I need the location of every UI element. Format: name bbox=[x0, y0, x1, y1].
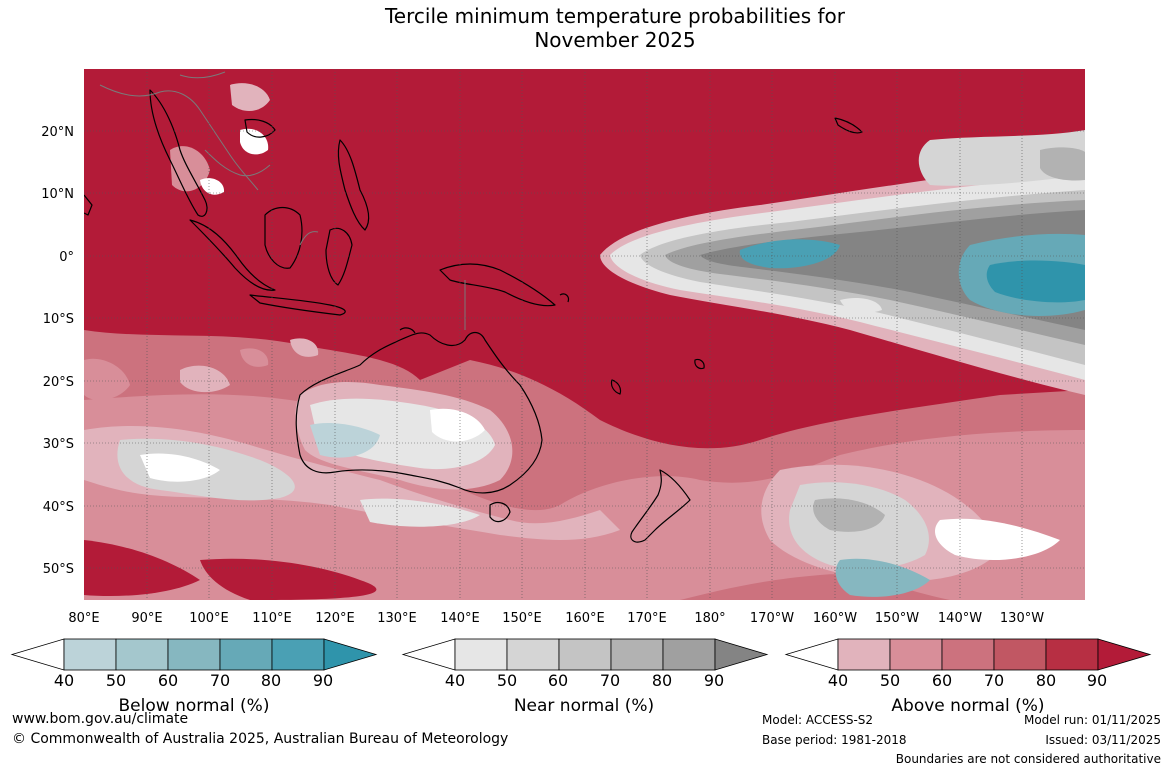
legend-tick: 80 bbox=[260, 671, 282, 690]
lon-label: 130°W bbox=[1000, 611, 1044, 626]
legend-extend-high bbox=[1097, 638, 1152, 671]
lon-label: 170°W bbox=[750, 611, 794, 626]
lat-label: 0° bbox=[59, 250, 74, 265]
model-run-date: Model run: 01/11/2025 bbox=[1023, 713, 1161, 727]
legend-swatch bbox=[1045, 638, 1099, 671]
title-line-2: November 2025 bbox=[534, 28, 696, 52]
issued-date: Issued: 03/11/2025 bbox=[1045, 733, 1161, 747]
legend-tick: 60 bbox=[547, 671, 569, 690]
legend-extend-high bbox=[714, 638, 769, 671]
legend-swatch bbox=[558, 638, 612, 671]
legend-tick: 50 bbox=[879, 671, 901, 690]
lon-label: 160°W bbox=[813, 611, 857, 626]
indian-ocean-patches bbox=[84, 338, 319, 401]
lat-label: 10°N bbox=[41, 187, 74, 202]
legend-tick: 70 bbox=[599, 671, 621, 690]
legend-extend-low bbox=[10, 638, 65, 671]
legend-tick: 40 bbox=[827, 671, 849, 690]
lon-label: 130°E bbox=[377, 611, 417, 626]
legend-swatch bbox=[454, 638, 508, 671]
lat-label: 20°N bbox=[41, 125, 74, 140]
copyright-text: © Commonwealth of Australia 2025, Austra… bbox=[12, 731, 509, 747]
lon-label: 170°E bbox=[627, 611, 667, 626]
lon-label: 90°E bbox=[131, 611, 162, 626]
lon-label: 110°E bbox=[252, 611, 292, 626]
website-link[interactable]: www.bom.gov.au/climate bbox=[12, 711, 189, 727]
legend-swatch bbox=[889, 638, 943, 671]
lat-label: 40°S bbox=[43, 500, 74, 515]
longitude-labels: 80°E 90°E 100°E 110°E 120°E 130°E 140°E … bbox=[68, 611, 1044, 626]
borders bbox=[99, 71, 466, 330]
australia-interior bbox=[295, 382, 513, 490]
legend-swatch bbox=[506, 638, 560, 671]
coastlines bbox=[84, 89, 863, 543]
legend-tick: 70 bbox=[209, 671, 231, 690]
legend-tick: 90 bbox=[703, 671, 725, 690]
legend-tick: 60 bbox=[931, 671, 953, 690]
southern-mixed-region bbox=[84, 330, 1085, 600]
latitude-labels: 20°N 10°N 0° 10°S 20°S 30°S 40°S 50°S bbox=[41, 125, 74, 577]
lon-label: 140°W bbox=[938, 611, 982, 626]
legend-extend-low bbox=[784, 638, 839, 671]
legend-swatch bbox=[993, 638, 1047, 671]
lon-label: 80°E bbox=[68, 611, 99, 626]
legend-tick: 50 bbox=[496, 671, 518, 690]
lon-label: 150°E bbox=[502, 611, 542, 626]
boundaries-disclaimer: Boundaries are not considered authoritat… bbox=[895, 752, 1161, 766]
lon-label: 160°E bbox=[565, 611, 605, 626]
legend-swatch bbox=[115, 638, 169, 671]
lat-label: 50°S bbox=[43, 562, 74, 577]
title-line-1: Tercile minimum temperature probabilitie… bbox=[384, 4, 846, 28]
legend-label-below: Below normal (%) bbox=[118, 696, 270, 716]
map-title: Tercile minimum temperature probabilitie… bbox=[0, 4, 1173, 52]
lon-label: 150°W bbox=[875, 611, 919, 626]
legend-label-near: Near normal (%) bbox=[513, 696, 655, 716]
lat-label: 30°S bbox=[43, 437, 74, 452]
legend-swatch bbox=[837, 638, 891, 671]
legend-swatch bbox=[941, 638, 995, 671]
lon-label: 120°E bbox=[315, 611, 355, 626]
lon-label: 100°E bbox=[189, 611, 229, 626]
legend-swatch bbox=[219, 638, 273, 671]
legend-tick: 40 bbox=[53, 671, 75, 690]
legend-tick: 50 bbox=[105, 671, 127, 690]
legend-swatch bbox=[271, 638, 325, 671]
lon-label: 180° bbox=[694, 611, 725, 626]
colorbar-above-normal bbox=[784, 638, 1152, 671]
legend-swatch bbox=[662, 638, 716, 671]
legend-label-above: Above normal (%) bbox=[891, 696, 1045, 716]
colorbar-near-normal bbox=[401, 638, 769, 671]
legend-swatch bbox=[610, 638, 664, 671]
legend-swatch bbox=[63, 638, 117, 671]
legend-tick: 90 bbox=[1086, 671, 1108, 690]
legend-tick: 40 bbox=[444, 671, 466, 690]
legend-extend-low bbox=[401, 638, 456, 671]
model-name: Model: ACCESS-S2 bbox=[762, 713, 874, 727]
lon-label: 140°E bbox=[440, 611, 480, 626]
legend-extend-high bbox=[323, 638, 378, 671]
legend-tick: 80 bbox=[1035, 671, 1057, 690]
base-period: Base period: 1981-2018 bbox=[762, 733, 907, 747]
pacific-near-normal-region bbox=[600, 130, 1085, 395]
gridlines bbox=[84, 69, 1085, 600]
legend-tick: 70 bbox=[983, 671, 1005, 690]
lat-label: 20°S bbox=[43, 375, 74, 390]
legend-tick: 90 bbox=[312, 671, 334, 690]
legend-swatch bbox=[167, 638, 221, 671]
legend-tick: 60 bbox=[157, 671, 179, 690]
colorbar-below-normal bbox=[10, 638, 378, 671]
lat-label: 10°S bbox=[43, 312, 74, 327]
legend-tick: 80 bbox=[651, 671, 673, 690]
